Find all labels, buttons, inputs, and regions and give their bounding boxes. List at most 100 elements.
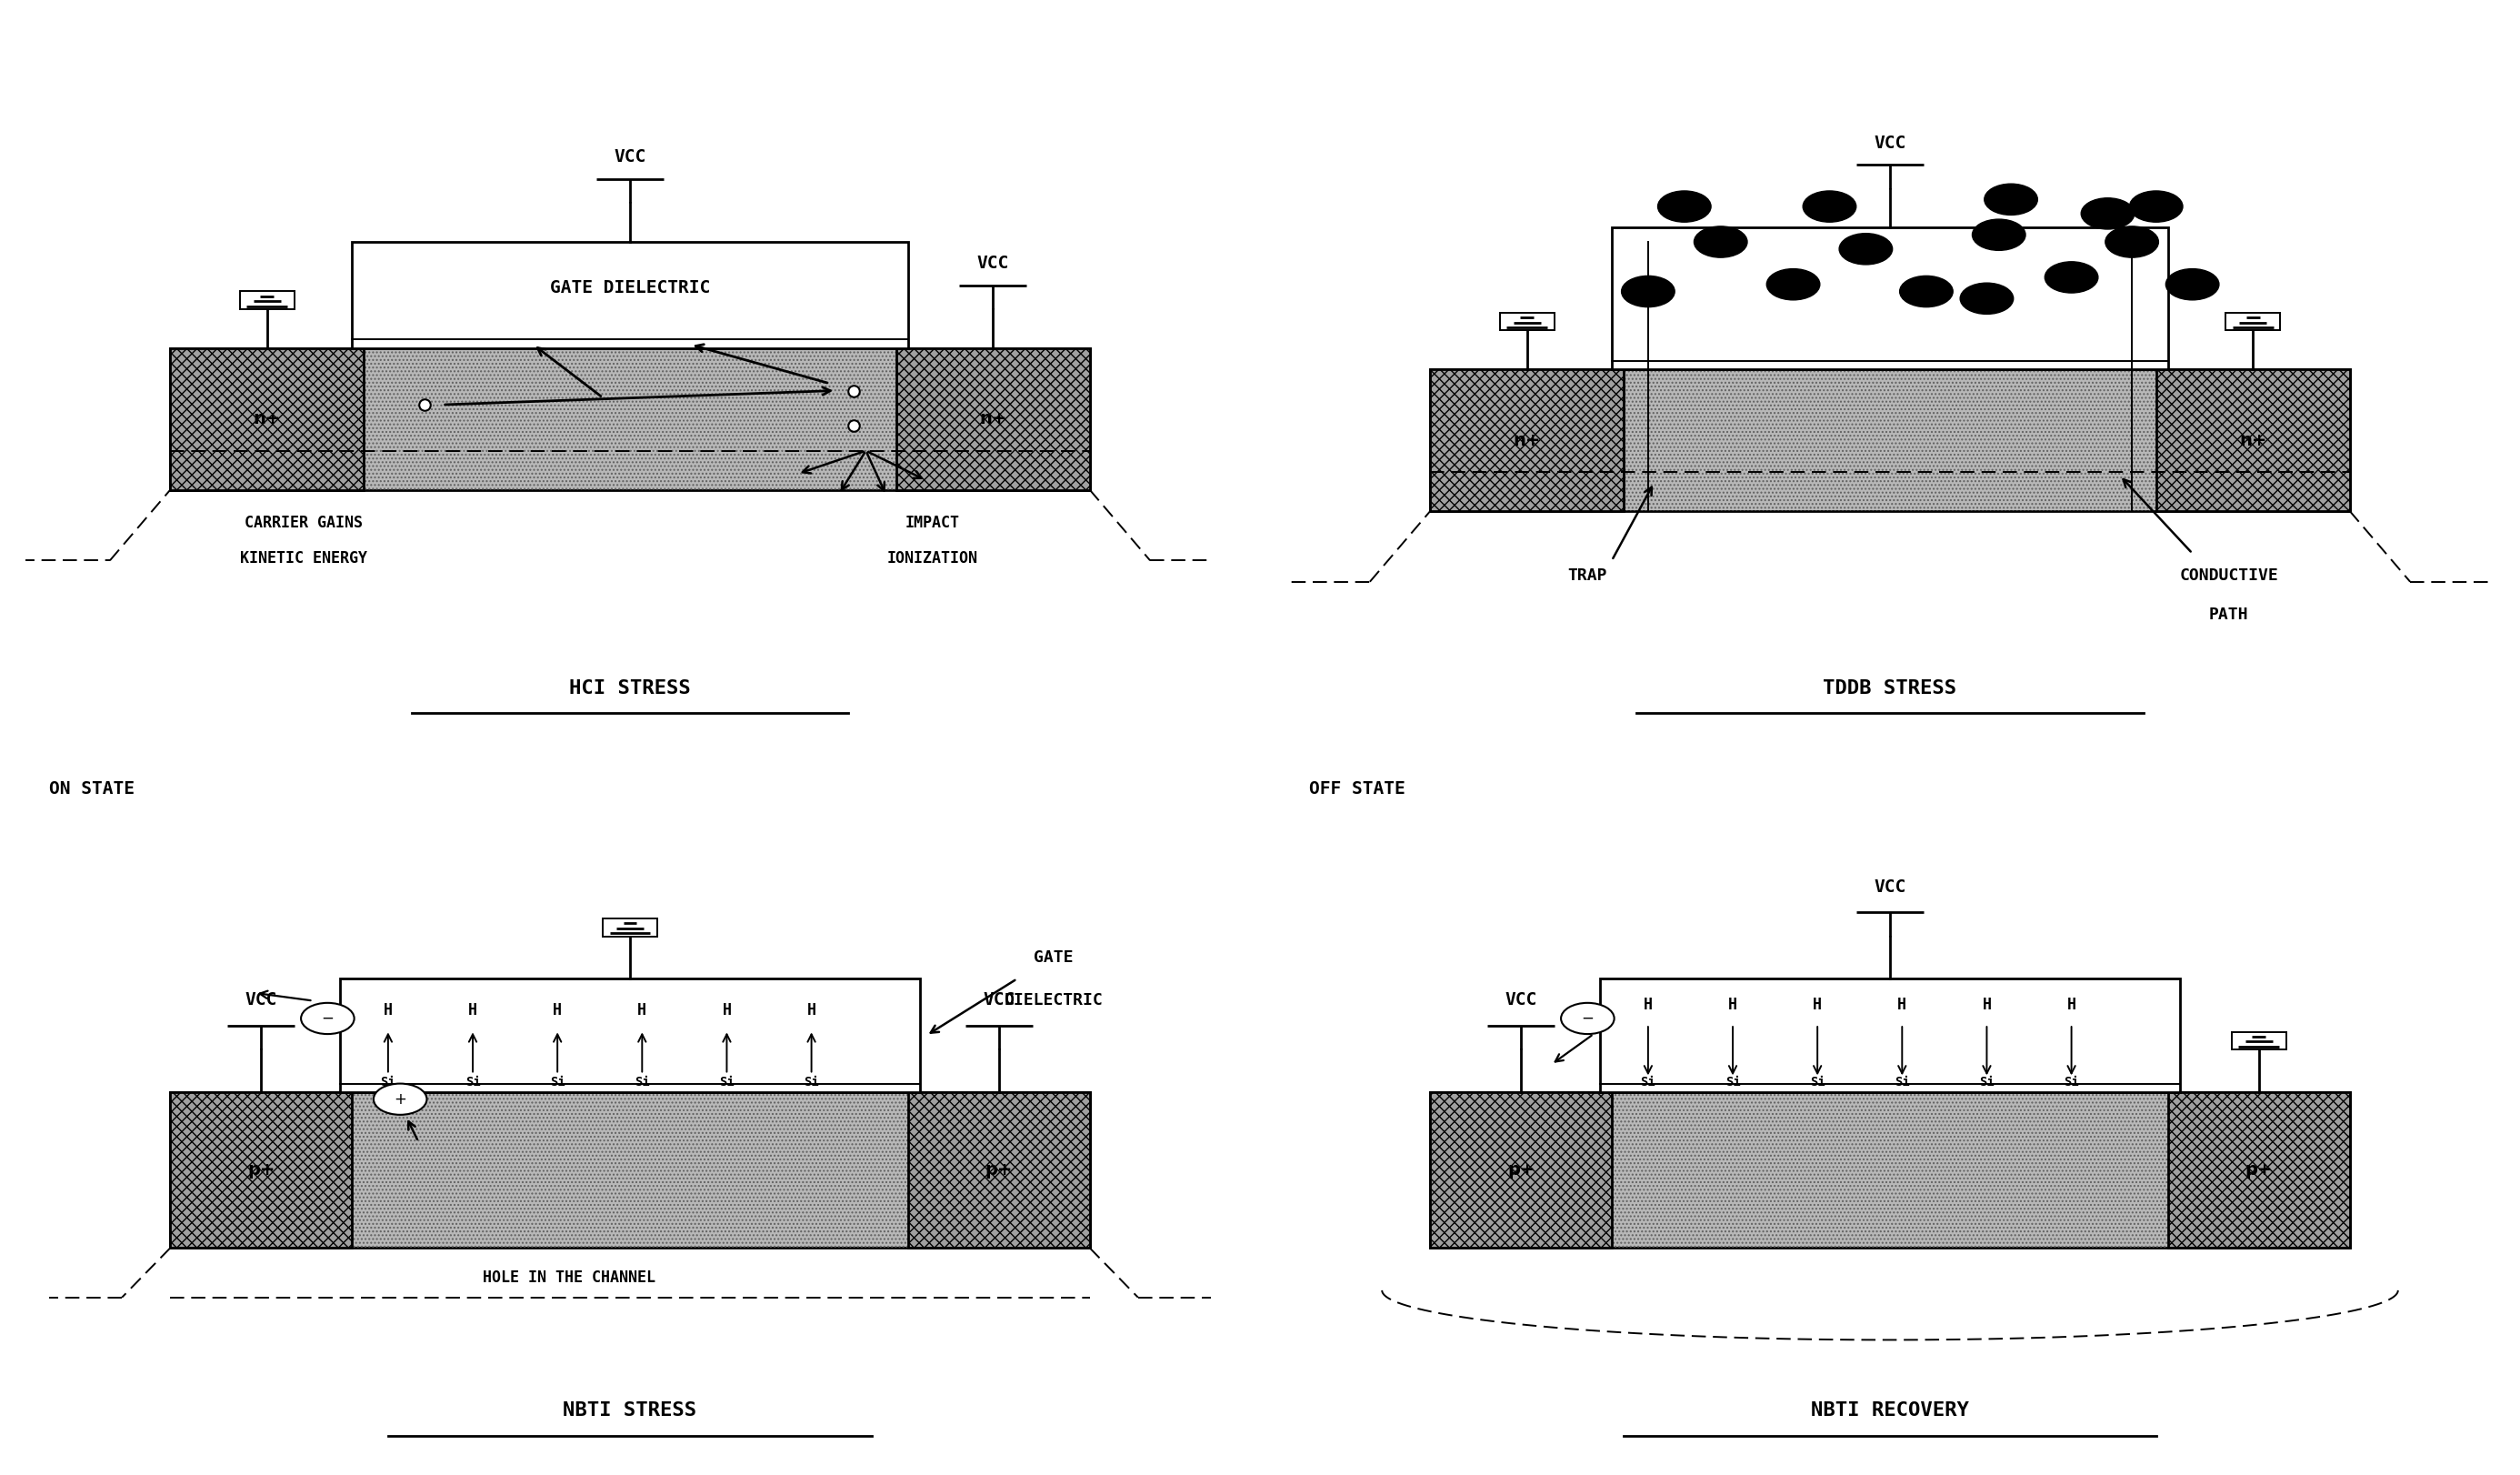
Bar [1431,369,2349,510]
Circle shape [2129,190,2182,223]
Text: p+: p+ [985,1161,1013,1179]
Text: p+: p+ [247,1161,275,1179]
Bar [2157,369,2349,510]
Text: VCC: VCC [1875,134,1905,152]
Bar [1431,1092,1613,1248]
Text: n+: n+ [255,410,280,428]
Circle shape [1620,276,1676,307]
Text: DIELECTRIC: DIELECTRIC [1003,991,1104,1009]
Circle shape [1983,184,2039,215]
Circle shape [2165,268,2220,299]
Text: VCC: VCC [1504,991,1537,1009]
Text: GATE: GATE [1033,950,1074,966]
Circle shape [2082,198,2134,229]
Bar [1431,369,2349,510]
Text: Si: Si [804,1075,819,1089]
Circle shape [1900,276,1953,307]
Text: Si: Si [1895,1075,1910,1089]
Text: VCC: VCC [244,991,277,1009]
Bar [171,1092,353,1248]
Text: H: H [1643,997,1653,1013]
Text: NBTI RECOVERY: NBTI RECOVERY [1812,1401,1968,1420]
Text: Si: Si [635,1075,650,1089]
Circle shape [2044,261,2099,294]
Bar [171,1092,1089,1248]
Circle shape [1693,226,1746,258]
Bar [239,292,295,310]
Text: Si: Si [1641,1075,1656,1089]
Circle shape [1658,190,1711,223]
Text: Si: Si [466,1075,481,1089]
Text: VCC: VCC [615,149,645,165]
Text: VCC: VCC [978,255,1008,271]
Bar [171,1092,353,1248]
Text: p+: p+ [2245,1161,2273,1179]
Text: HCI STRESS: HCI STRESS [570,678,690,698]
Text: KINETIC ENERGY: KINETIC ENERGY [239,550,368,566]
Bar [171,348,1089,490]
Bar [340,979,920,1092]
Bar [602,919,658,937]
Bar [171,348,363,490]
Bar [2225,313,2281,330]
Text: H: H [1898,997,1908,1013]
Text: H: H [383,1003,393,1019]
Circle shape [2104,226,2160,258]
Circle shape [1973,220,2026,251]
Text: n+: n+ [2240,432,2265,448]
Text: Si: Si [381,1075,396,1089]
Circle shape [1560,1003,1615,1034]
Text: H: H [1812,997,1822,1013]
Bar [907,1092,1089,1248]
Bar [1613,227,2167,369]
Circle shape [1840,233,1893,264]
Text: TDDB STRESS: TDDB STRESS [1822,678,1958,698]
Bar [353,242,907,348]
Text: HOLE IN THE CHANNEL: HOLE IN THE CHANNEL [484,1269,655,1285]
Text: n+: n+ [1515,432,1540,448]
Bar [1431,369,1623,510]
Circle shape [1767,268,1819,299]
Bar [897,348,1089,490]
Text: Si: Si [1726,1075,1741,1089]
Text: p+: p+ [1507,1161,1535,1179]
Text: OFF STATE: OFF STATE [1310,780,1406,798]
Text: H: H [1983,997,1991,1013]
Text: H: H [2066,997,2076,1013]
Text: CONDUCTIVE: CONDUCTIVE [2180,568,2278,584]
Text: H: H [723,1003,731,1019]
Bar [171,348,1089,490]
Bar [1431,1092,2349,1248]
Text: Si: Si [549,1075,564,1089]
Text: H: H [469,1003,476,1019]
Bar [1600,979,2180,1092]
Bar [1431,1092,2349,1248]
Text: n+: n+ [980,410,1005,428]
Bar [907,1092,1089,1248]
Text: Si: Si [1809,1075,1824,1089]
Text: H: H [1729,997,1736,1013]
Text: H: H [552,1003,562,1019]
Bar [2233,1032,2286,1050]
Circle shape [373,1084,426,1115]
Bar [1499,313,1555,330]
Text: −: − [1580,1010,1595,1027]
Bar [1431,1092,1613,1248]
Bar [897,348,1089,490]
Text: H: H [638,1003,648,1019]
Text: ON STATE: ON STATE [50,780,136,798]
Text: Si: Si [718,1075,733,1089]
Circle shape [300,1003,355,1034]
Text: H: H [806,1003,816,1019]
Text: Si: Si [2064,1075,2079,1089]
Text: IMPACT: IMPACT [905,515,960,531]
Text: TRAP: TRAP [1567,568,1608,584]
Bar [2157,369,2349,510]
Bar [171,1092,1089,1248]
Text: VCC: VCC [1875,878,1905,895]
Text: −: − [320,1010,335,1027]
Text: Si: Si [1978,1075,1993,1089]
Bar [2167,1092,2349,1248]
Text: CARRIER GAINS: CARRIER GAINS [244,515,363,531]
Bar [171,348,363,490]
